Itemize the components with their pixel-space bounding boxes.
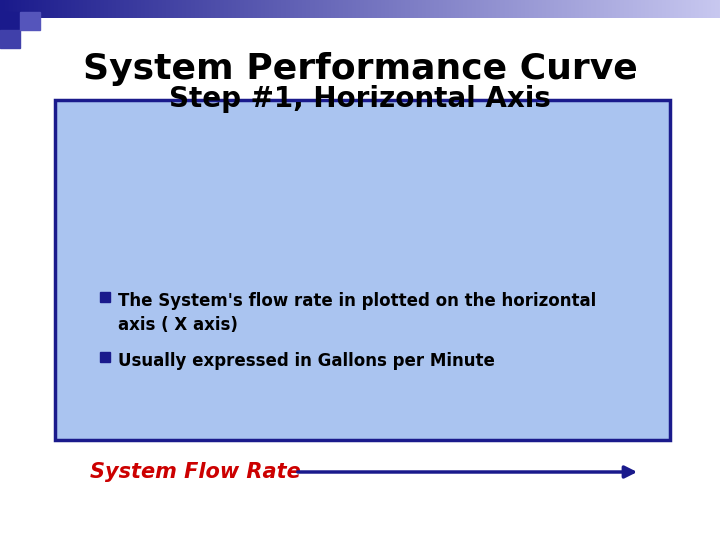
Bar (20, 12, 40, 30)
Bar (100, 352, 110, 362)
Text: Usually expressed in Gallons per Minute: Usually expressed in Gallons per Minute (118, 352, 495, 370)
Bar (0, 12, 20, 30)
Text: The System's flow rate in plotted on the horizontal
axis ( X axis): The System's flow rate in plotted on the… (118, 292, 596, 334)
Text: Step #1, Horizontal Axis: Step #1, Horizontal Axis (169, 85, 551, 113)
Bar (100, 292, 110, 302)
Text: System Flow Rate: System Flow Rate (90, 462, 301, 482)
Text: System Performance Curve: System Performance Curve (83, 52, 637, 86)
Bar (55, 100, 670, 440)
Bar (0, 30, 20, 48)
